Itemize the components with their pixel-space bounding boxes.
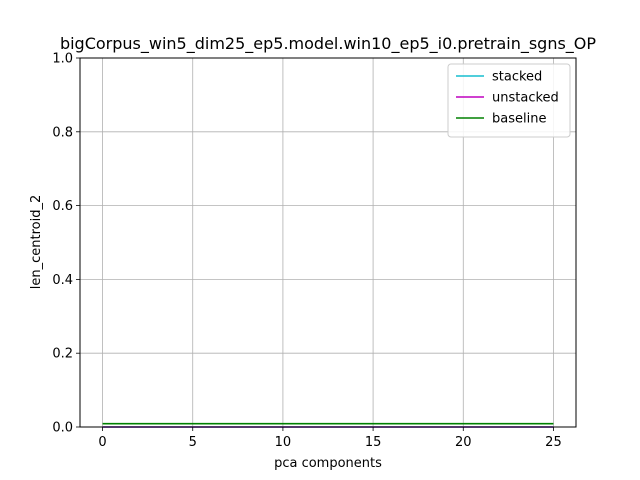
x-axis-title: pca components <box>274 456 382 471</box>
x-tick-label: 5 <box>189 435 197 450</box>
y-tick-label: 0.6 <box>52 199 73 214</box>
x-tick-label: 10 <box>275 435 292 450</box>
y-axis-title: len_centroid_2 <box>29 195 44 289</box>
chart-title: bigCorpus_win5_dim25_ep5.model.win10_ep5… <box>60 34 596 54</box>
y-tick-label: 1.0 <box>52 52 73 67</box>
y-tick-label: 0.2 <box>52 347 73 362</box>
y-tick-label: 0.8 <box>52 125 73 140</box>
plot-frame <box>79 57 577 428</box>
legend: stacked unstacked baseline <box>447 63 571 138</box>
legend-label-unstacked: unstacked <box>492 91 559 106</box>
x-tick-label: 25 <box>545 435 562 450</box>
x-tick-label: 0 <box>98 435 106 450</box>
x-axis: 0 5 10 15 20 25 <box>98 427 562 450</box>
y-tick-label: 0.4 <box>52 273 73 288</box>
x-tick-label: 20 <box>455 435 472 450</box>
legend-label-baseline: baseline <box>492 112 546 127</box>
legend-label-stacked: stacked <box>492 70 542 85</box>
y-tick-label: 0.0 <box>52 421 73 436</box>
y-axis: 0.0 0.2 0.4 0.6 0.8 1.0 <box>52 52 80 436</box>
x-tick-label: 15 <box>365 435 382 450</box>
